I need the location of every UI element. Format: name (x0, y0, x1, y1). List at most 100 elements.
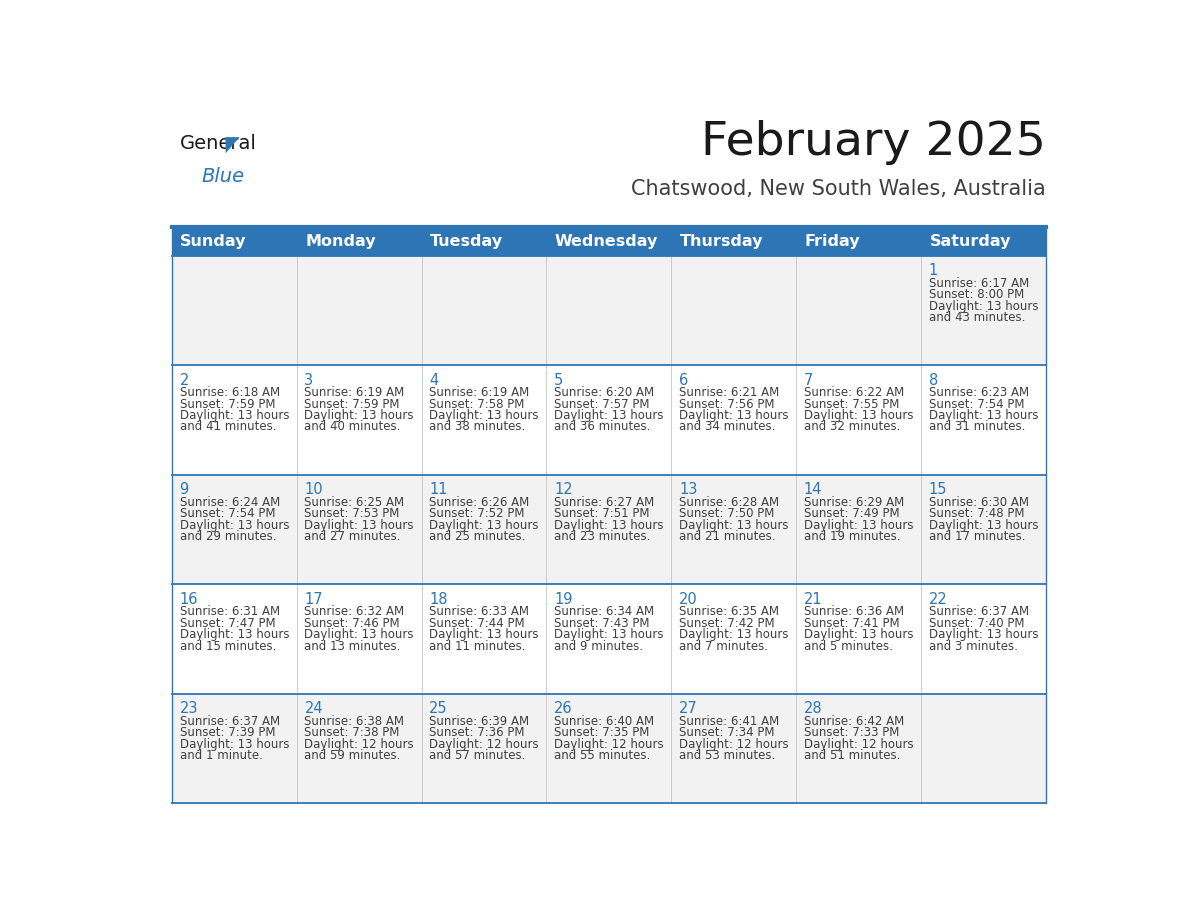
Text: Sunset: 7:38 PM: Sunset: 7:38 PM (304, 726, 399, 739)
Text: Sunset: 7:52 PM: Sunset: 7:52 PM (429, 508, 525, 521)
Text: Daylight: 13 hours: Daylight: 13 hours (554, 628, 664, 641)
Text: Daylight: 13 hours: Daylight: 13 hours (929, 628, 1038, 641)
Text: Daylight: 12 hours: Daylight: 12 hours (680, 738, 789, 751)
Bar (172, 365, 1045, 475)
Text: Daylight: 13 hours: Daylight: 13 hours (179, 738, 289, 751)
Text: and 15 minutes.: and 15 minutes. (179, 640, 276, 653)
Text: and 9 minutes.: and 9 minutes. (554, 640, 643, 653)
Text: Sunset: 7:46 PM: Sunset: 7:46 PM (304, 617, 400, 630)
Text: Sunset: 7:59 PM: Sunset: 7:59 PM (179, 397, 274, 410)
Text: Sunset: 8:00 PM: Sunset: 8:00 PM (929, 288, 1024, 301)
Text: Thursday: Thursday (680, 234, 764, 249)
Text: Daylight: 13 hours: Daylight: 13 hours (804, 628, 914, 641)
Text: 25: 25 (429, 701, 448, 716)
Text: and 55 minutes.: and 55 minutes. (554, 749, 650, 762)
Text: and 25 minutes.: and 25 minutes. (429, 530, 525, 543)
Bar (172, 475, 1045, 584)
Text: Sunrise: 6:32 AM: Sunrise: 6:32 AM (304, 605, 404, 619)
Text: and 1 minute.: and 1 minute. (179, 749, 263, 762)
Text: Sunset: 7:39 PM: Sunset: 7:39 PM (179, 726, 274, 739)
Text: and 34 minutes.: and 34 minutes. (680, 420, 776, 433)
Text: Sunset: 7:41 PM: Sunset: 7:41 PM (804, 617, 899, 630)
Text: Daylight: 13 hours: Daylight: 13 hours (929, 299, 1038, 312)
Text: Sunset: 7:33 PM: Sunset: 7:33 PM (804, 726, 899, 739)
Text: Daylight: 13 hours: Daylight: 13 hours (179, 628, 289, 641)
Text: Daylight: 13 hours: Daylight: 13 hours (179, 409, 289, 422)
Text: Sunset: 7:50 PM: Sunset: 7:50 PM (680, 508, 775, 521)
Text: and 57 minutes.: and 57 minutes. (429, 749, 525, 762)
Text: Sunrise: 6:28 AM: Sunrise: 6:28 AM (680, 496, 779, 509)
Text: Sunset: 7:43 PM: Sunset: 7:43 PM (554, 617, 650, 630)
Text: Sunset: 7:42 PM: Sunset: 7:42 PM (680, 617, 775, 630)
Text: 15: 15 (929, 482, 947, 498)
Text: 20: 20 (680, 592, 697, 607)
Text: February 2025: February 2025 (701, 120, 1045, 165)
Text: Daylight: 12 hours: Daylight: 12 hours (804, 738, 914, 751)
Text: Sunrise: 6:40 AM: Sunrise: 6:40 AM (554, 715, 655, 728)
Bar (172, 228, 1045, 255)
Text: Daylight: 13 hours: Daylight: 13 hours (680, 409, 789, 422)
Text: 11: 11 (429, 482, 448, 498)
Text: and 59 minutes.: and 59 minutes. (304, 749, 400, 762)
Text: General: General (179, 134, 257, 153)
Text: Sunrise: 6:37 AM: Sunrise: 6:37 AM (179, 715, 279, 728)
Text: Sunset: 7:57 PM: Sunset: 7:57 PM (554, 397, 650, 410)
Bar (172, 694, 1045, 803)
Text: Sunrise: 6:42 AM: Sunrise: 6:42 AM (804, 715, 904, 728)
Text: 1: 1 (929, 263, 939, 278)
Text: Sunset: 7:47 PM: Sunset: 7:47 PM (179, 617, 276, 630)
Bar (172, 584, 1045, 694)
Text: and 31 minutes.: and 31 minutes. (929, 420, 1025, 433)
Text: Sunrise: 6:36 AM: Sunrise: 6:36 AM (804, 605, 904, 619)
Text: and 13 minutes.: and 13 minutes. (304, 640, 400, 653)
Text: Tuesday: Tuesday (430, 234, 504, 249)
Text: 2: 2 (179, 373, 189, 387)
Text: 13: 13 (680, 482, 697, 498)
Text: and 53 minutes.: and 53 minutes. (680, 749, 776, 762)
Bar (172, 255, 1045, 365)
Text: Daylight: 13 hours: Daylight: 13 hours (429, 519, 539, 532)
Text: Sunrise: 6:27 AM: Sunrise: 6:27 AM (554, 496, 655, 509)
Text: Sunset: 7:35 PM: Sunset: 7:35 PM (554, 726, 650, 739)
Text: Sunrise: 6:33 AM: Sunrise: 6:33 AM (429, 605, 530, 619)
Text: Blue: Blue (201, 167, 245, 186)
Text: Sunrise: 6:22 AM: Sunrise: 6:22 AM (804, 386, 904, 399)
Text: Sunset: 7:51 PM: Sunset: 7:51 PM (554, 508, 650, 521)
Text: Sunrise: 6:31 AM: Sunrise: 6:31 AM (179, 605, 279, 619)
Text: 6: 6 (680, 373, 688, 387)
Text: 26: 26 (554, 701, 573, 716)
Text: Sunset: 7:48 PM: Sunset: 7:48 PM (929, 508, 1024, 521)
Text: and 32 minutes.: and 32 minutes. (804, 420, 901, 433)
Text: and 38 minutes.: and 38 minutes. (429, 420, 525, 433)
Text: and 17 minutes.: and 17 minutes. (929, 530, 1025, 543)
Text: and 23 minutes.: and 23 minutes. (554, 530, 651, 543)
Text: Sunrise: 6:37 AM: Sunrise: 6:37 AM (929, 605, 1029, 619)
Text: 7: 7 (804, 373, 814, 387)
Text: and 7 minutes.: and 7 minutes. (680, 640, 769, 653)
Text: 10: 10 (304, 482, 323, 498)
Text: 22: 22 (929, 592, 948, 607)
Text: 4: 4 (429, 373, 438, 387)
Text: Daylight: 13 hours: Daylight: 13 hours (680, 519, 789, 532)
Text: Sunrise: 6:17 AM: Sunrise: 6:17 AM (929, 277, 1029, 290)
Text: and 19 minutes.: and 19 minutes. (804, 530, 901, 543)
Text: Daylight: 13 hours: Daylight: 13 hours (304, 628, 413, 641)
Text: Sunrise: 6:38 AM: Sunrise: 6:38 AM (304, 715, 404, 728)
Text: Sunrise: 6:23 AM: Sunrise: 6:23 AM (929, 386, 1029, 399)
Text: 12: 12 (554, 482, 573, 498)
Text: Sunday: Sunday (181, 234, 247, 249)
Text: Daylight: 13 hours: Daylight: 13 hours (804, 519, 914, 532)
Text: 17: 17 (304, 592, 323, 607)
Text: Sunrise: 6:41 AM: Sunrise: 6:41 AM (680, 715, 779, 728)
Text: 3: 3 (304, 373, 314, 387)
Text: Daylight: 13 hours: Daylight: 13 hours (929, 519, 1038, 532)
Text: Chatswood, New South Wales, Australia: Chatswood, New South Wales, Australia (631, 179, 1045, 198)
Text: Sunset: 7:54 PM: Sunset: 7:54 PM (929, 397, 1024, 410)
Text: Sunrise: 6:20 AM: Sunrise: 6:20 AM (554, 386, 655, 399)
Text: Daylight: 12 hours: Daylight: 12 hours (429, 738, 539, 751)
Text: Wednesday: Wednesday (555, 234, 658, 249)
Text: Daylight: 13 hours: Daylight: 13 hours (304, 519, 413, 532)
Text: Sunset: 7:44 PM: Sunset: 7:44 PM (429, 617, 525, 630)
Text: and 21 minutes.: and 21 minutes. (680, 530, 776, 543)
Text: Sunset: 7:40 PM: Sunset: 7:40 PM (929, 617, 1024, 630)
